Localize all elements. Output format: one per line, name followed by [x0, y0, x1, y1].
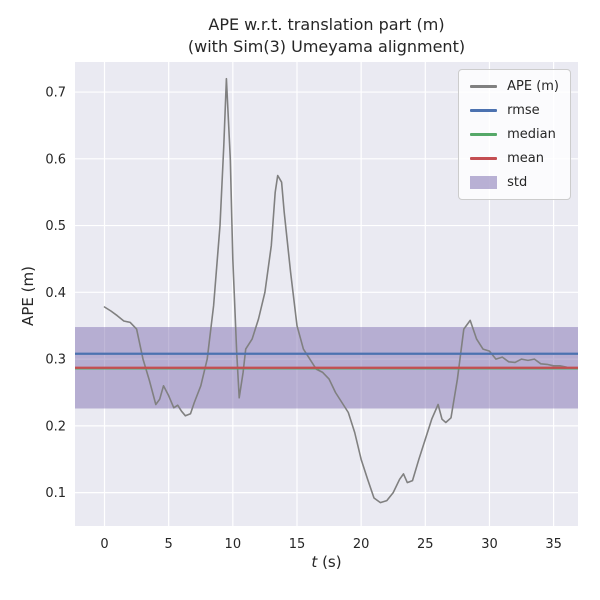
- y-tick-label: 0.5: [45, 219, 66, 234]
- legend-label-ape: APE (m): [507, 79, 559, 94]
- x-axis-label: t (s): [75, 553, 578, 571]
- legend-label-median: median: [507, 127, 556, 142]
- legend-item-std: std: [470, 175, 559, 190]
- legend-swatch-mean-line: [470, 157, 498, 160]
- chart-title: APE w.r.t. translation part (m) (with Si…: [75, 14, 578, 57]
- y-tick-label: 0.7: [45, 86, 66, 101]
- legend-item-median: median: [470, 127, 559, 142]
- x-tick-label: 15: [289, 537, 306, 552]
- x-tick-label: 10: [225, 537, 242, 552]
- legend-item-mean: mean: [470, 151, 559, 166]
- x-axis-label-unit: (s): [317, 553, 342, 571]
- x-tick-label: 0: [100, 537, 108, 552]
- y-tick-label: 0.2: [45, 419, 66, 434]
- chart-title-line-2: (with Sim(3) Umeyama alignment): [187, 36, 466, 56]
- legend-swatch-median-line: [470, 133, 498, 136]
- x-tick-label: 20: [353, 537, 370, 552]
- legend-label-mean: mean: [507, 151, 544, 166]
- legend-label-rmse: rmse: [507, 103, 540, 118]
- legend-label-std: std: [507, 175, 528, 190]
- x-tick-label: 30: [481, 537, 498, 552]
- legend-swatch-std-patch: [470, 176, 498, 189]
- legend-item-ape: APE (m): [470, 79, 559, 94]
- legend-item-rmse: rmse: [470, 103, 559, 118]
- y-tick-label: 0.6: [45, 152, 66, 167]
- legend: APE (m) rmse median mean std: [458, 69, 571, 200]
- x-tick-label: 5: [165, 537, 173, 552]
- chart-title-line-1: APE w.r.t. translation part (m): [208, 15, 445, 34]
- x-axis-label-var: t: [311, 553, 318, 571]
- y-tick-label: 0.1: [45, 486, 66, 501]
- legend-swatch-rmse-line: [470, 109, 498, 112]
- y-axis-label: APE (m): [19, 266, 37, 326]
- y-tick-label: 0.3: [45, 353, 66, 368]
- ape-line: [103, 77, 568, 504]
- x-tick-label: 35: [545, 537, 562, 552]
- y-tick-label: 0.4: [45, 286, 66, 301]
- legend-swatch-ape-line: [470, 85, 498, 88]
- x-tick-label: 25: [417, 537, 434, 552]
